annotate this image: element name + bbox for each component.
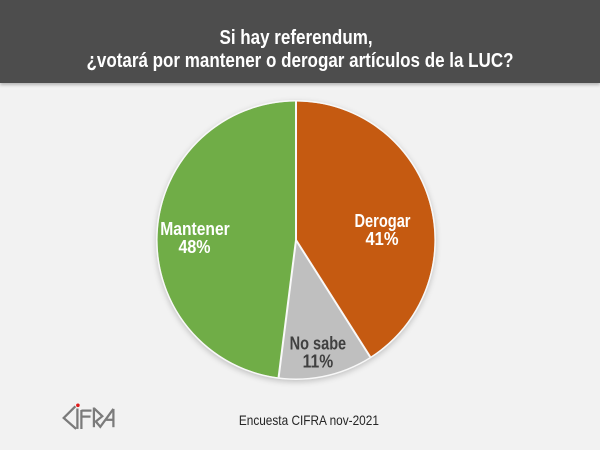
svg-text:41%: 41% <box>366 228 399 249</box>
svg-text:Derogar: Derogar <box>355 210 411 231</box>
svg-text:No sabe: No sabe <box>290 333 347 354</box>
svg-text:Mantener: Mantener <box>160 218 230 239</box>
svg-text:11%: 11% <box>303 351 334 372</box>
svg-text:48%: 48% <box>179 236 211 257</box>
